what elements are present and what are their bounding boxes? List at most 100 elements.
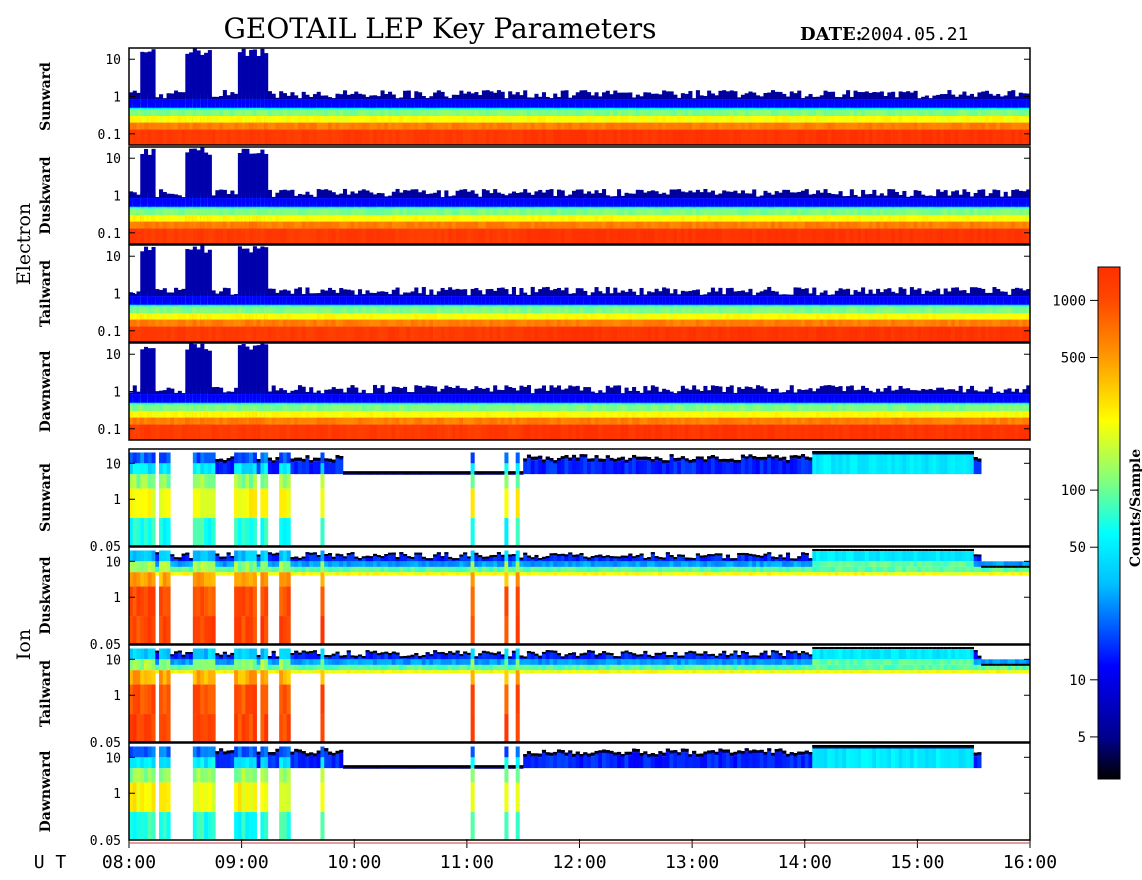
spectrogram-cell (774, 228, 779, 244)
spectrogram-cell (207, 314, 212, 327)
spectrogram-cell (297, 109, 302, 116)
spectrogram-cell (339, 109, 344, 116)
spectrogram-cell (838, 129, 843, 145)
spectrogram-cell (159, 214, 164, 222)
spectrogram-cell (249, 296, 254, 305)
spectrogram-cell (669, 198, 674, 207)
spectrogram-cell (605, 306, 610, 313)
spectrogram-cell (553, 288, 558, 297)
spectrogram-cell (204, 152, 209, 199)
spectrogram-cell (204, 117, 209, 130)
spectrogram-cell (245, 55, 250, 100)
spectrogram-cell (568, 293, 573, 297)
spectrogram-cell (155, 208, 160, 215)
spectrogram-cell (924, 198, 929, 207)
spectrogram-cell (196, 249, 201, 297)
spectrogram-cell (192, 198, 197, 207)
spectrogram-cell (136, 319, 141, 327)
spectrogram-cell (677, 115, 682, 123)
spectrogram-cell (500, 319, 505, 327)
spectrogram-cell (876, 208, 881, 215)
spectrogram-cell (673, 109, 678, 116)
spectrogram-cell (617, 122, 622, 130)
spectrogram-cell (493, 228, 498, 244)
spectrogram-cell (144, 209, 149, 222)
spectrogram-cell (609, 296, 614, 305)
spectrogram-cell (939, 99, 944, 108)
spectrogram-cell (778, 122, 783, 130)
spectrogram-cell (241, 48, 246, 100)
spectrogram-cell (939, 208, 944, 215)
spectrogram-cell (241, 314, 246, 327)
spectrogram-cell (778, 208, 783, 215)
spectrogram-cell (166, 93, 171, 100)
spectrogram-cell (140, 124, 145, 145)
spectrogram-cell (459, 122, 464, 130)
spectrogram-cell (481, 228, 486, 244)
spectrogram-cell (162, 99, 167, 108)
spectrogram-cell (545, 286, 550, 297)
spectrogram-cell (684, 122, 689, 130)
spectrogram-cell (245, 99, 250, 108)
spectrogram-cell (267, 228, 272, 244)
spectrogram-cell (834, 194, 839, 199)
spectrogram-cell (868, 99, 873, 108)
spectrogram-cell (650, 296, 655, 305)
spectrogram-cell (466, 115, 471, 123)
spectrogram-cell (335, 194, 340, 199)
spectrogram-cell (474, 288, 479, 297)
spectrogram-cell (429, 115, 434, 123)
spectrogram-cell (132, 319, 137, 327)
spectrogram-cell (936, 208, 941, 215)
spectrogram-cell (324, 296, 329, 305)
spectrogram-cell (752, 129, 757, 145)
spectrogram-cell (245, 223, 250, 244)
spectrogram-cell (526, 97, 531, 100)
spectrogram-cell (643, 99, 648, 108)
spectrogram-cell (598, 109, 603, 116)
spectrogram-cell (384, 291, 389, 297)
spectrogram-cell (740, 94, 745, 100)
spectrogram-cell (928, 198, 933, 207)
spectrogram-cell (530, 129, 535, 145)
spectrogram-cell (342, 208, 348, 215)
spectrogram-cell (568, 312, 573, 320)
spectrogram-cell (159, 208, 164, 215)
spectrogram-cell (275, 97, 280, 100)
spectrogram-cell (234, 198, 239, 207)
spectrogram-cell (834, 198, 839, 207)
spectrogram-cell (688, 221, 693, 229)
spectrogram-cell (1026, 198, 1031, 207)
spectrogram-cell (286, 95, 291, 100)
spectrogram-cell (699, 228, 704, 244)
spectrogram-cell (358, 208, 363, 215)
spectrogram-cell (707, 90, 712, 100)
spectrogram-cell (759, 198, 764, 207)
spectrogram-cell (421, 228, 426, 244)
spectrogram-cell (740, 198, 745, 207)
spectrogram-cell (395, 221, 400, 229)
spectrogram-cell (230, 99, 235, 108)
spectrogram-cell (718, 115, 723, 123)
spectrogram-cell (455, 122, 460, 130)
spectrogram-cell (969, 208, 974, 215)
spectrogram-cell (496, 221, 501, 229)
spectrogram-cell (639, 122, 644, 130)
spectrogram-cell (346, 122, 351, 130)
spectrogram-cell (316, 91, 321, 100)
spectrogram-cell (418, 109, 423, 116)
spectrogram-cell (864, 122, 869, 130)
spectrogram-cell (624, 319, 629, 327)
spectrogram-cell (609, 99, 614, 108)
spectrogram-cell (448, 109, 453, 116)
spectrogram-cell (1014, 96, 1020, 100)
spectrogram-cell (876, 122, 881, 130)
spectrogram-cell (174, 296, 179, 305)
spectrogram-cell (316, 198, 321, 207)
spectrogram-cell (793, 129, 798, 145)
spectrogram-cell (350, 109, 355, 116)
spectrogram-cell (493, 290, 498, 297)
spectrogram-cell (609, 129, 614, 145)
spectrogram-cell (380, 115, 385, 123)
spectrogram-cell (1026, 122, 1031, 130)
